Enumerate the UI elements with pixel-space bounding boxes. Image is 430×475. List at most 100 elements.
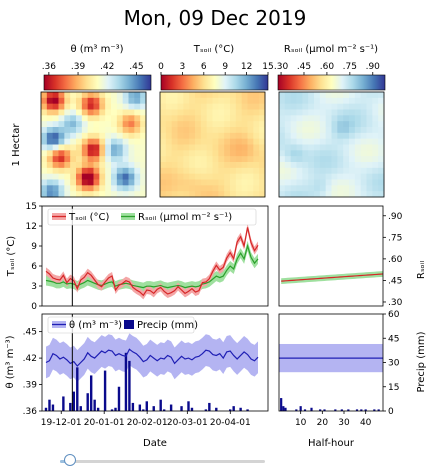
heatmap-cell (354, 173, 362, 180)
heatmap-cell (290, 162, 297, 169)
heatmap-cell (70, 179, 77, 186)
heatmap-cell (76, 92, 83, 99)
heatmap-cell (177, 156, 184, 163)
heatmap-cell (366, 115, 373, 122)
heatmap-cell (360, 150, 367, 157)
heatmap-cell (64, 167, 71, 175)
heatmap-cell (331, 162, 338, 169)
heatmap-cell (354, 109, 362, 116)
heatmap-cell (93, 115, 100, 122)
heatmap-cell (76, 167, 83, 175)
heatmap-cell (378, 185, 385, 192)
heatmap-cell (279, 132, 286, 140)
heatmap-cell (165, 162, 173, 169)
heatmap-cell (331, 150, 338, 157)
heatmap-cell (189, 173, 196, 180)
heatmap-cell (319, 144, 327, 151)
heatmap-cell (284, 179, 292, 186)
heatmap-cell (378, 162, 385, 169)
colorbar-tick-label: .45 (129, 62, 143, 72)
heatmap-cell (247, 185, 254, 192)
heatmap-cell (200, 156, 208, 163)
heatmap-cell (52, 150, 59, 157)
heatmap-cell (331, 92, 338, 99)
heatmap-cell (337, 167, 344, 175)
heatmap-cell (99, 97, 106, 105)
heatmap-cell (366, 150, 373, 157)
heatmap-cell (46, 121, 54, 128)
heatmap-cell (378, 109, 385, 116)
heatmap-cell (354, 185, 362, 192)
heatmap-cell (195, 150, 202, 157)
precip-bar (239, 407, 242, 411)
heatmap-cell (189, 156, 196, 163)
heatmap-cell (241, 97, 248, 105)
heatmap-cell (189, 92, 196, 99)
heatmap-cell (200, 173, 208, 180)
precip-halfhour-bar (319, 409, 322, 411)
heatmap-cell (200, 121, 208, 128)
heatmap-cell (105, 156, 112, 163)
heatmap-cell (247, 92, 254, 99)
x-tick-label: 20 (317, 418, 329, 428)
heatmap-cell (366, 167, 373, 175)
heatmap-cell (224, 109, 231, 116)
heatmap-cell (319, 132, 327, 140)
heatmap-cell (337, 173, 344, 180)
heatmap-cell (378, 97, 385, 105)
legend-middle: Tₛₒᵢₗ (°C) Rₛₒᵢₗ (μmol m⁻² s⁻¹) (47, 208, 257, 226)
heatmap-cell (46, 138, 54, 145)
heatmap-cell (302, 127, 309, 134)
heatmap-cell (212, 121, 219, 128)
heatmap-cell (259, 109, 266, 116)
heatmap-cell (160, 132, 167, 140)
heatmap-cell (247, 167, 254, 175)
colorbar-tick-label: 15 (262, 62, 273, 72)
precip-bar (204, 409, 208, 411)
heatmap-cell (99, 179, 106, 186)
heatmap-cell (160, 127, 167, 134)
heatmap-cell (235, 109, 243, 116)
date-slider-handle[interactable] (64, 454, 76, 466)
precip-halfhour-bar (310, 407, 313, 411)
heatmap-cell (93, 132, 100, 140)
heatmap-cell (58, 162, 65, 169)
heatmap-cell (134, 167, 141, 175)
heatmap-cell (224, 92, 231, 99)
heatmap-cell (337, 179, 344, 186)
heatmap-cell (230, 121, 237, 128)
date-slider-track[interactable] (60, 460, 265, 463)
heatmap-cell (206, 121, 213, 128)
heatmap-cell (296, 150, 303, 157)
heatmap-cell (58, 127, 65, 134)
heatmap-cell (87, 173, 94, 180)
heatmap-cell (360, 115, 367, 122)
heatmap-cell (218, 115, 225, 122)
heatmap-cell (360, 92, 367, 99)
heatmap-cell (247, 156, 254, 163)
heatmap-cell (111, 156, 118, 163)
heatmap-cell (116, 115, 124, 122)
heatmap-cell (81, 179, 89, 186)
heatmap-cell (331, 173, 338, 180)
heatmap-cell (128, 144, 135, 151)
heatmap-cell (302, 115, 309, 122)
precip-halfhour-bar (284, 407, 287, 411)
heatmap-cell (165, 179, 173, 186)
heatmap-cell (99, 162, 106, 169)
heatmap-cell (46, 127, 54, 134)
heatmap-cell (218, 191, 225, 198)
heatmap-cell (308, 179, 315, 186)
heatmap-cell (241, 115, 248, 122)
heatmap-cell (314, 167, 321, 175)
heatmap-cell (93, 173, 100, 180)
heatmap-cell (372, 179, 379, 186)
heatmap-cell (296, 167, 303, 175)
heatmap-cell (302, 138, 309, 145)
heatmap-cell (41, 156, 48, 163)
heatmap-cell (87, 150, 94, 157)
heatmap-cell (296, 97, 303, 105)
heatmap-cell (337, 103, 344, 110)
y-tick-label: .45 (23, 328, 37, 338)
heatmap-cell (284, 115, 292, 122)
